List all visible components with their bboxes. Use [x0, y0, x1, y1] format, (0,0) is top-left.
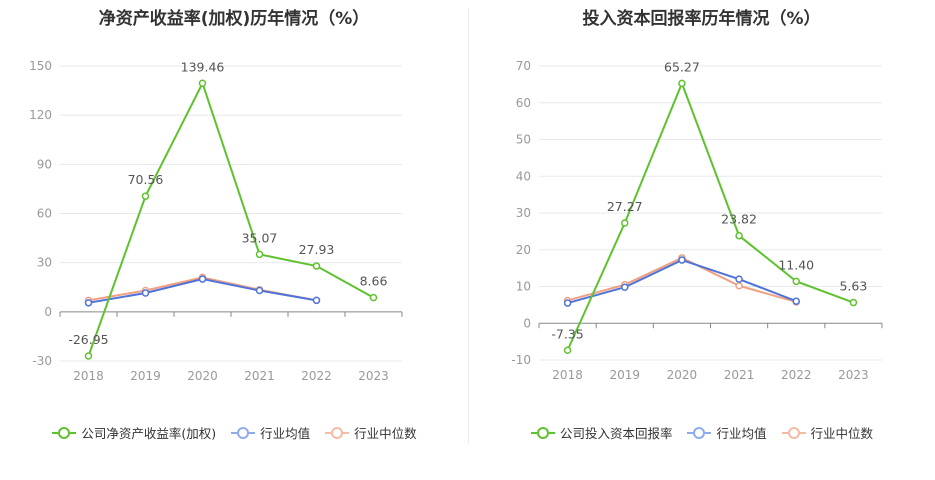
y-tick-label: 50 [516, 133, 531, 147]
y-tick-label: 30 [37, 256, 52, 270]
data-label: 23.82 [721, 212, 757, 227]
data-point [621, 219, 629, 227]
chart-title: 净资产收益率(加权)历年情况（%） [98, 9, 370, 29]
data-point [198, 79, 207, 88]
data-label: -7.35 [551, 326, 583, 341]
series-line [567, 258, 797, 305]
data-point [255, 286, 264, 295]
y-tick-label: 0 [523, 316, 531, 330]
data-label: 5.63 [839, 279, 867, 294]
y-tick-label: -10 [511, 353, 531, 367]
data-label: 70.56 [128, 172, 164, 187]
legend-item-industry-median[interactable]: 行业中位数 [324, 423, 417, 442]
data-point [141, 192, 150, 200]
chart-legend: 公司净资产收益率(加权) 行业均值 行业中位数 [0, 423, 468, 442]
x-tick-label: 2022 [301, 369, 332, 383]
data-label: 8.66 [360, 274, 388, 289]
chart-title: 投入资本回报率历年情况（%） [582, 9, 821, 29]
data-point [312, 296, 321, 305]
green-line-marker-icon [52, 426, 77, 439]
data-label: -26.95 [68, 332, 108, 347]
x-tick-label: 2018 [552, 368, 583, 382]
data-point [678, 79, 686, 88]
legend-label: 行业中位数 [810, 426, 874, 441]
legend-item-industry-median[interactable]: 行业中位数 [781, 423, 874, 442]
data-point [141, 289, 150, 297]
legend-label: 行业均值 [716, 426, 767, 441]
x-tick-label: 2019 [609, 368, 640, 382]
y-tick-label: 90 [37, 157, 52, 171]
data-point [84, 299, 93, 307]
legend-label: 公司净资产收益率(加权) [81, 426, 217, 441]
data-point [563, 299, 572, 307]
y-tick-label: 70 [516, 59, 531, 73]
y-tick-label: 40 [516, 169, 531, 183]
data-point [678, 256, 686, 264]
data-label: 11.40 [778, 257, 814, 272]
data-point [735, 282, 743, 290]
y-tick-label: 150 [29, 59, 52, 73]
x-tick-label: 2023 [358, 369, 389, 383]
data-point [255, 250, 264, 259]
data-point [563, 346, 572, 355]
x-tick-label: 2023 [838, 368, 869, 382]
orange-line-marker-icon [781, 426, 806, 439]
y-tick-label: 120 [29, 108, 52, 122]
y-tick-label: 30 [516, 206, 531, 220]
data-point [849, 298, 858, 307]
data-point [312, 262, 321, 270]
x-tick-label: 2020 [667, 368, 698, 382]
data-point [735, 231, 743, 240]
legend-label: 行业中位数 [354, 426, 417, 441]
y-tick-label: 0 [44, 305, 52, 319]
y-tick-label: 10 [516, 280, 531, 294]
y-tick-label: 60 [37, 207, 52, 221]
data-label: 65.27 [664, 59, 700, 74]
roic-line-chart: -10 0 10 20 30 40 50 60 70 2018 2019 2020 2021 2022 20… [511, 59, 883, 382]
x-tick-label: 2021 [724, 368, 755, 382]
x-tick-label: 2021 [244, 369, 275, 383]
blue-line-marker-icon [687, 426, 712, 439]
legend-label: 行业均值 [260, 426, 311, 441]
data-point [198, 275, 207, 283]
legend-item-industry-mean[interactable]: 行业均值 [230, 423, 310, 442]
x-tick-label: 2018 [73, 369, 104, 383]
y-tick-label: -30 [32, 354, 52, 368]
x-tick-label: 2019 [130, 369, 161, 383]
green-line-marker-icon [530, 426, 555, 439]
data-point [792, 297, 800, 305]
series-line [567, 256, 797, 303]
panel-divider [468, 8, 469, 444]
legend-item-company-roic[interactable]: 公司投入资本回报率 [530, 423, 673, 442]
chart-legend: 公司投入资本回报率 行业均值 行业中位数 [468, 423, 935, 442]
data-point [621, 283, 629, 291]
y-tick-label: 20 [516, 243, 531, 257]
orange-line-marker-icon [325, 426, 350, 439]
roe-line-chart: -30 0 30 60 90 120 150 2018 2019 2020 2021 2022 2023… [29, 59, 403, 383]
blue-line-marker-icon [231, 426, 256, 439]
data-point [735, 275, 743, 283]
data-label: 35.07 [242, 230, 278, 245]
y-tick-label: 60 [516, 96, 531, 110]
data-point [84, 352, 93, 360]
legend-item-company-roe[interactable]: 公司净资产收益率(加权) [51, 423, 216, 442]
data-label: 27.93 [299, 242, 335, 257]
data-label: 27.27 [607, 199, 643, 214]
legend-item-industry-mean[interactable]: 行业均值 [686, 423, 767, 442]
x-tick-label: 2020 [187, 369, 218, 383]
roic-chart-panel: 投入资本回报率历年情况（%） -10 0 10 20 30 40 50 60 70 2018 201… [468, 0, 935, 480]
x-tick-label: 2022 [781, 368, 812, 382]
series-line [566, 80, 854, 351]
roe-chart-panel: 净资产收益率(加权)历年情况（%） -30 0 30 60 90 120 150 2018 20… [0, 9, 468, 442]
data-point [369, 293, 378, 302]
legend-label: 公司投入资本回报率 [559, 426, 673, 441]
data-label: 139.46 [181, 59, 225, 74]
data-point [792, 277, 800, 286]
series-line [87, 80, 374, 357]
